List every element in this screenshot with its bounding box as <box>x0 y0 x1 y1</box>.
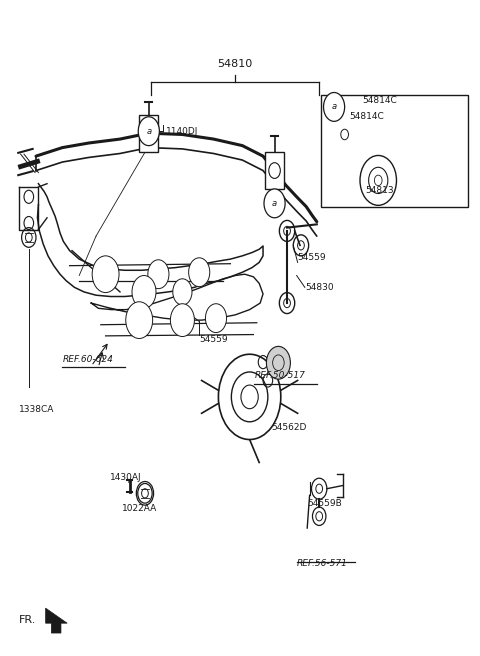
Circle shape <box>218 354 281 440</box>
Text: 54814C: 54814C <box>362 96 397 105</box>
Circle shape <box>170 304 194 337</box>
Text: 54562D: 54562D <box>271 423 307 432</box>
Circle shape <box>148 260 169 289</box>
Polygon shape <box>46 608 67 633</box>
Circle shape <box>266 346 290 379</box>
Text: 1430AJ: 1430AJ <box>110 473 142 482</box>
Text: 1022AA: 1022AA <box>122 504 157 513</box>
Text: a: a <box>272 199 277 208</box>
Text: REF.50-517: REF.50-517 <box>254 371 305 380</box>
Text: 1140DJ: 1140DJ <box>166 127 198 136</box>
Bar <box>139 115 158 152</box>
Text: 54814C: 54814C <box>349 112 384 121</box>
Circle shape <box>324 92 345 121</box>
Text: 54813: 54813 <box>365 186 394 195</box>
Bar <box>321 95 468 207</box>
Text: REF.56-571: REF.56-571 <box>297 559 348 568</box>
Circle shape <box>189 258 210 287</box>
Circle shape <box>205 304 227 333</box>
Text: a: a <box>332 102 336 112</box>
Bar <box>265 152 284 189</box>
Text: 54559: 54559 <box>298 253 326 262</box>
Circle shape <box>132 276 156 308</box>
Circle shape <box>173 279 192 305</box>
Circle shape <box>92 256 119 293</box>
Text: 54559: 54559 <box>199 335 228 344</box>
Circle shape <box>138 117 159 146</box>
Circle shape <box>126 302 153 338</box>
Text: 1338CA: 1338CA <box>19 405 55 415</box>
Circle shape <box>264 189 285 218</box>
Text: REF.60-624: REF.60-624 <box>62 355 113 364</box>
Text: a: a <box>146 127 151 136</box>
Text: FR.: FR. <box>19 615 36 625</box>
Text: 54830: 54830 <box>305 283 334 292</box>
Text: 54559B: 54559B <box>307 499 342 508</box>
Text: 54810: 54810 <box>217 59 253 69</box>
